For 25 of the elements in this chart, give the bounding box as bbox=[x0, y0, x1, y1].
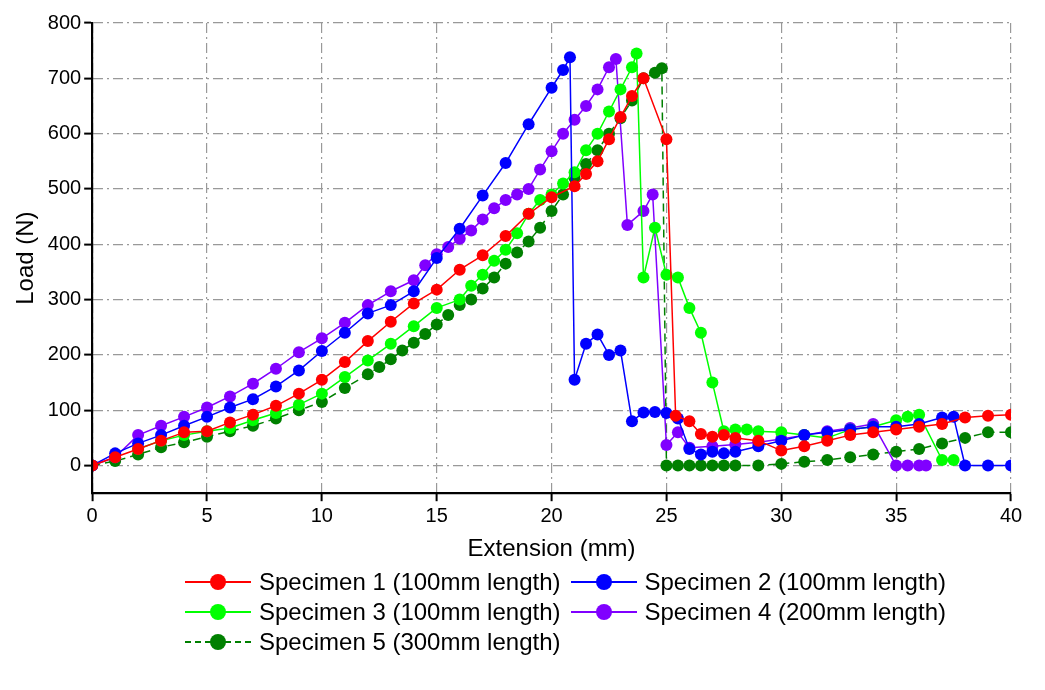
y-tick-label: 700 bbox=[47, 65, 82, 88]
legend-label: Specimen 4 (200mm length) bbox=[644, 598, 946, 626]
y-tick-label: 0 bbox=[70, 453, 82, 476]
y-tick-label: 200 bbox=[47, 342, 82, 365]
x-tick-label: 25 bbox=[655, 503, 678, 526]
y-tick-label: 600 bbox=[47, 121, 82, 144]
y-tick-label: 300 bbox=[47, 287, 82, 310]
x-tick-label: 15 bbox=[425, 503, 448, 526]
x-tick-label: 10 bbox=[310, 503, 333, 526]
x-axis-title: Extension (mm) bbox=[467, 534, 636, 562]
x-tick-label: 30 bbox=[770, 503, 793, 526]
y-tick-label: 800 bbox=[47, 10, 82, 33]
legend-label: Specimen 2 (100mm length) bbox=[644, 568, 946, 596]
legend-label: Specimen 5 (300mm length) bbox=[259, 628, 561, 656]
y-tick-label: 400 bbox=[47, 231, 82, 254]
legend-label: Specimen 3 (100mm length) bbox=[259, 598, 561, 626]
x-tick-label: 35 bbox=[885, 503, 908, 526]
x-tick-label: 20 bbox=[540, 503, 563, 526]
x-tick-label: 0 bbox=[86, 503, 98, 526]
x-tick-label: 5 bbox=[201, 503, 213, 526]
legend-label: Specimen 1 (100mm length) bbox=[259, 568, 561, 596]
x-tick-label: 40 bbox=[999, 503, 1023, 526]
y-axis-title: Load (N) bbox=[11, 211, 39, 305]
y-tick-label: 500 bbox=[47, 176, 82, 199]
y-tick-label: 100 bbox=[47, 397, 82, 420]
